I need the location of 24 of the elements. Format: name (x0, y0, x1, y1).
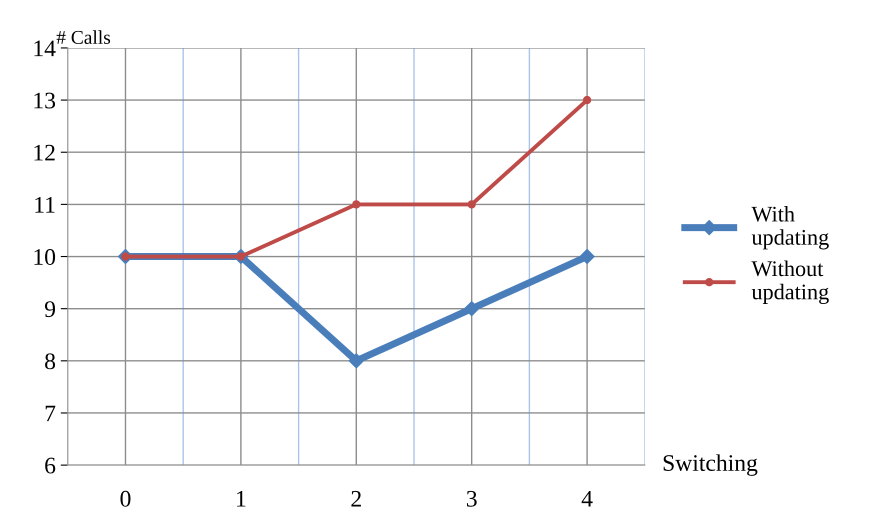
y-tick-label: 6 (45, 458, 56, 474)
legend-label: Without updating (751, 260, 829, 304)
point (348, 353, 364, 368)
y-tick-label: 14 (34, 40, 56, 56)
y-tick-label: 12 (34, 144, 55, 160)
y-axis-title: # Calls (56, 30, 110, 44)
y-tick-label: 13 (34, 92, 56, 109)
x-axis-title: Switching (664, 454, 758, 476)
x-tick-label: 1 (237, 490, 246, 507)
y-tick-label: 11 (35, 196, 55, 213)
point (580, 248, 595, 264)
legend-label: With updating (751, 206, 829, 250)
point (352, 200, 360, 209)
point (582, 96, 592, 104)
point (468, 200, 476, 209)
x-tick-label: 0 (120, 490, 130, 507)
x-tick-label: 4 (582, 490, 593, 507)
x-tick-label: 3 (466, 490, 477, 507)
point (464, 301, 480, 316)
x-tick-label: 2 (351, 490, 361, 507)
y-tick-label: 8 (45, 353, 56, 370)
y-tick-label: 10 (34, 249, 56, 265)
y-tick-label: 7 (46, 406, 56, 422)
y-tick-label: 9 (44, 301, 56, 318)
